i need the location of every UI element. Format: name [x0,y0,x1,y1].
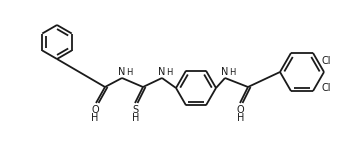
Text: O: O [91,105,99,115]
Text: S: S [132,105,138,115]
Text: H: H [126,67,132,76]
Text: H: H [91,113,99,123]
Text: H: H [229,67,235,76]
Text: N: N [118,67,126,77]
Text: N: N [158,67,166,77]
Text: Cl: Cl [321,56,330,66]
Text: H: H [166,67,172,76]
Text: H: H [132,113,140,123]
Text: N: N [221,67,229,77]
Text: H: H [237,113,245,123]
Text: O: O [236,105,244,115]
Text: Cl: Cl [321,83,330,93]
